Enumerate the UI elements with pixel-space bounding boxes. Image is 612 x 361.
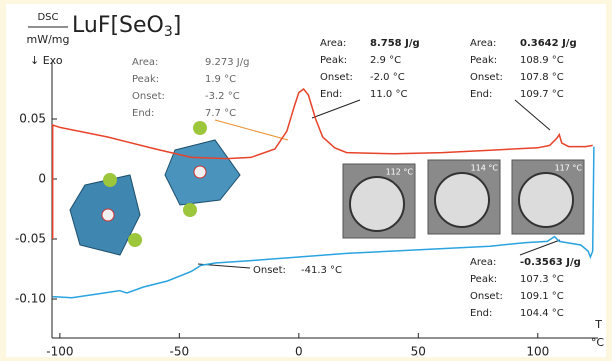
annotation-value: 109.1 °C: [520, 291, 564, 302]
annotation-value: -41.3 °C: [301, 265, 342, 276]
exo-label: ↓ Exo: [30, 54, 63, 67]
atom: [183, 203, 197, 217]
annotation-value: 1.9 °C: [205, 74, 236, 85]
annotation-value: 7.7 °C: [205, 108, 236, 119]
annotation-key: Onset:: [470, 72, 503, 83]
annotation-key: Area:: [132, 57, 158, 68]
x-tick-label: 100: [526, 345, 549, 359]
x-tick-label: -100: [46, 345, 73, 359]
annotation-value: 108.9 °C: [520, 55, 564, 66]
annotation-key: Peak:: [320, 55, 347, 66]
chart: DSC mW/mg LuF[SeO3] ↓ Exo T °C -0.10-0.0…: [0, 0, 612, 361]
annotation-value: 107.3 °C: [520, 274, 564, 285]
annotation-value: -3.2 °C: [205, 91, 240, 102]
annotation-value: 104.4 °C: [520, 308, 564, 319]
annotation-key: Onset:: [470, 291, 503, 302]
annotation-key: Peak:: [470, 274, 497, 285]
inset-crystal: [350, 177, 404, 231]
y-tick-label: 0.05: [19, 112, 46, 126]
annotation-key: End:: [320, 89, 342, 100]
annotation-key: End:: [132, 108, 154, 119]
annotation-value: -0.3563 J/g: [520, 257, 581, 268]
inset-label: 112 °C: [386, 168, 414, 177]
annotation-value: 11.0 °C: [370, 89, 407, 100]
y-tick-label: -0.10: [15, 292, 46, 306]
annotation-key: Peak:: [470, 55, 497, 66]
atom: [102, 209, 114, 221]
atom: [193, 121, 207, 135]
inset-label: 117 °C: [555, 164, 583, 173]
inset-label: 114 °C: [471, 164, 499, 173]
atom: [194, 166, 206, 178]
annotation-value: 107.8 °C: [520, 72, 564, 83]
annotation-value: -2.0 °C: [370, 72, 405, 83]
annotation-value: 2.9 °C: [370, 55, 401, 66]
inset-crystal: [519, 173, 573, 227]
x-tick-label: 50: [411, 345, 426, 359]
annotation-value: 109.7 °C: [520, 89, 564, 100]
x-tick-label: 0: [295, 345, 303, 359]
annotation-key: Onset:: [253, 265, 286, 276]
annotation-key: Onset:: [132, 91, 165, 102]
annotation-value: 9.273 J/g: [205, 57, 249, 68]
y-label: DSC: [37, 12, 58, 23]
annotation-key: Peak:: [132, 74, 159, 85]
annotation-key: End:: [470, 89, 492, 100]
y-tick-label: -0.05: [15, 232, 46, 246]
x-label: T: [594, 318, 602, 331]
y-unit: mW/mg: [27, 33, 70, 46]
annotation-value: 0.3642 J/g: [520, 38, 577, 49]
annotation-key: End:: [470, 308, 492, 319]
inset-crystal: [435, 173, 489, 227]
annotation-key: Area:: [470, 257, 496, 268]
annotation-value: 8.758 J/g: [370, 38, 420, 49]
y-tick-label: 0: [38, 172, 46, 186]
annotation-key: Area:: [470, 38, 496, 49]
x-tick-label: -50: [170, 345, 190, 359]
annotation-key: Area:: [320, 38, 346, 49]
atom: [103, 173, 117, 187]
atom: [128, 233, 142, 247]
annotation-key: Onset:: [320, 72, 353, 83]
